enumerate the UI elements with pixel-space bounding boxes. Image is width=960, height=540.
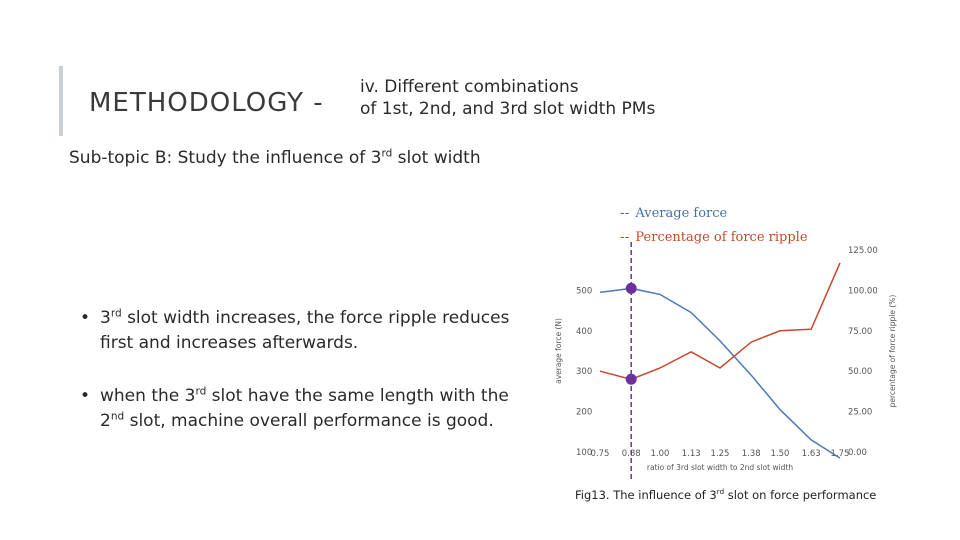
x-tick-label: 1.38: [742, 449, 761, 459]
accent-bar: [59, 66, 63, 136]
bullet-text: 3rd slot width increases, the force ripp…: [100, 306, 520, 356]
average-force-highlight-point: [625, 282, 637, 294]
caption-text-pre: Fig13. The influence of 3: [575, 488, 717, 502]
subtopic-text-post: slot width: [392, 148, 481, 168]
subtopic-text-pre: Sub-topic B: Study the influence of 3: [69, 148, 382, 168]
bullet-dot: •: [80, 386, 91, 406]
caption-text-post: slot on force performance: [724, 488, 877, 502]
bullet-dot: •: [80, 308, 91, 328]
subtitle-line-2: of 1st, 2nd, and 3rd slot width PMs: [360, 99, 656, 119]
caption-superscript: rd: [716, 487, 725, 497]
bullet-text-post: slot, machine overall performance is goo…: [124, 411, 494, 431]
x-axis-title: ratio of 3rd slot width to 2nd slot widt…: [647, 463, 794, 472]
y-right-tick-label: 125.00: [848, 246, 878, 256]
x-tick-label: 1.75: [831, 449, 850, 459]
y-right-tick-label: 25.00: [848, 408, 872, 418]
y-right-tick-label: 50.00: [848, 367, 872, 377]
x-tick-label: 1.63: [802, 449, 821, 459]
y-left-axis-title: average force (N): [554, 318, 563, 384]
x-tick-label: 1.00: [651, 449, 670, 459]
x-tick-label: 1.50: [771, 449, 790, 459]
subtitle-line-1: iv. Different combinations: [360, 77, 579, 97]
bullet-text: when the 3rd slot have the same length w…: [100, 384, 520, 434]
x-tick-label: 1.25: [711, 449, 730, 459]
legend-label: Percentage of force ripple: [635, 230, 808, 245]
bullet-superscript-2: nd: [110, 410, 125, 423]
force-performance-chart: 100 200 300 400 500 0.00 25.00 50.00 75.00 100.00…: [554, 242, 897, 482]
y-right-tick-label: 0.00: [848, 448, 867, 458]
bullet-item: • 3rd slot width increases, the force ri…: [80, 306, 520, 356]
bullet-text-pre: 3: [100, 308, 111, 328]
y-left-tick-label: 300: [576, 367, 592, 377]
y-right-tick-label: 100.00: [848, 286, 878, 296]
bullet-item: • when the 3rd slot have the same length…: [80, 384, 520, 434]
page-title: METHODOLOGY -: [89, 88, 324, 118]
x-tick-label: 1.13: [682, 449, 701, 459]
y-left-tick-label: 500: [576, 286, 592, 296]
bullet-text-post: slot width increases, the force ripple r…: [100, 308, 510, 353]
bullet-superscript: rd: [195, 385, 207, 398]
y-left-tick-label: 400: [576, 327, 592, 337]
legend-dash-icon: --: [620, 206, 630, 221]
y-right-axis-title: percentage of force ripple (%): [888, 295, 897, 408]
y-left-tick-label: 200: [576, 408, 592, 418]
bullet-text-pre: when the 3: [100, 386, 196, 406]
y-right-tick-label: 75.00: [848, 327, 872, 337]
force-ripple-line: [599, 262, 841, 381]
legend-force-ripple: -- Percentage of force ripple: [620, 230, 808, 245]
figure-caption: Fig13. The influence of 3rd slot on forc…: [575, 488, 876, 502]
bullet-superscript: rd: [110, 307, 122, 320]
legend-average-force: -- Average force: [620, 206, 727, 221]
force-ripple-highlight-point: [625, 373, 637, 385]
y-left-tick-label: 100: [576, 448, 592, 458]
subtopic-heading: Sub-topic B: Study the influence of 3rd …: [69, 148, 481, 168]
subtopic-superscript: rd: [381, 147, 393, 160]
legend-label: Average force: [635, 206, 728, 221]
page-subtitle: iv. Different combinations of 1st, 2nd, …: [360, 76, 655, 120]
legend-dash-icon: --: [620, 230, 630, 245]
average-force-line: [599, 287, 841, 459]
bullet-text-mid: slot have the same length with the 2: [100, 386, 509, 431]
x-tick-label: 0.75: [591, 449, 610, 459]
